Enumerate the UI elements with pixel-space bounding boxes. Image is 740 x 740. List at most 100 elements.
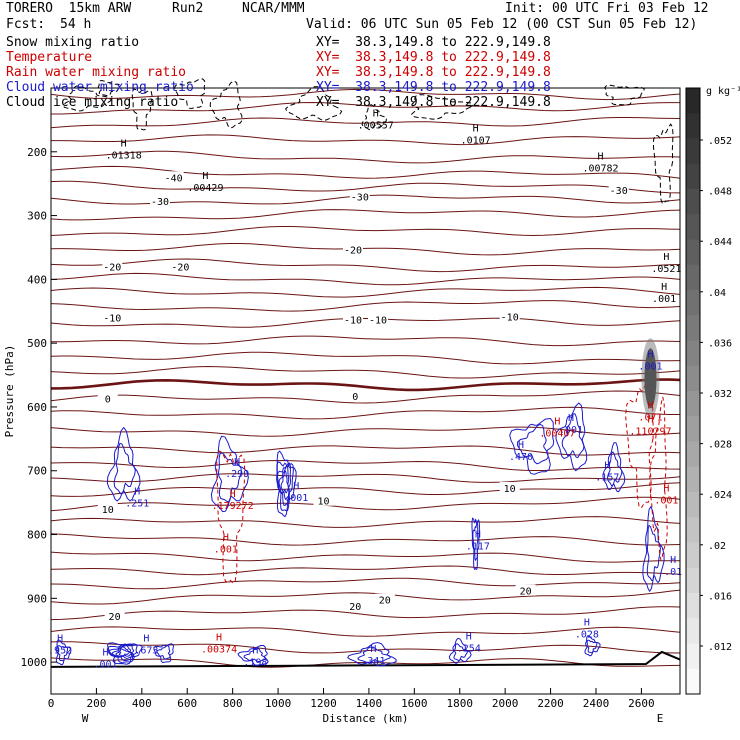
maximum-h-marker: H xyxy=(293,481,299,492)
colorbar-swatch xyxy=(686,113,700,139)
y-tick-label: 400 xyxy=(27,273,47,286)
maximum-h-marker: H xyxy=(473,124,479,135)
maximum-value-label: .0521 xyxy=(651,264,681,275)
isotherm-line xyxy=(50,606,681,621)
isotherm-line xyxy=(50,209,681,221)
maximum-value-label: .673 xyxy=(134,645,158,656)
y-tick-label: 1000 xyxy=(21,656,48,669)
isotherm-label: 0 xyxy=(352,392,358,403)
x-tick-label: 400 xyxy=(132,697,152,710)
isotherm-line xyxy=(50,459,681,471)
isotherm-line xyxy=(50,317,681,328)
colorbar-swatch xyxy=(686,593,700,619)
snow-contour xyxy=(209,80,243,129)
snow-contour xyxy=(173,78,206,110)
isotherm-label-bg xyxy=(102,260,123,272)
maximum-value-label: .952 xyxy=(48,645,72,656)
maximum-h-marker: H xyxy=(466,631,472,642)
cloud-water-contours xyxy=(55,402,665,667)
colorbar-tick-label: .02 xyxy=(708,541,726,552)
isotherm-line xyxy=(50,117,681,129)
maximum-value-label: .01318 xyxy=(106,150,142,161)
maximum-value-label: .341 xyxy=(361,656,385,667)
maximum-value-label: .157 xyxy=(595,472,619,483)
maximum-value-label: .00429 xyxy=(187,183,223,194)
maximum-h-marker: H xyxy=(554,416,560,427)
isotherm-line xyxy=(50,482,681,497)
x-tick-label: 1200 xyxy=(310,697,337,710)
cloud-contour xyxy=(106,426,141,502)
maximum-value-label: .00374 xyxy=(201,645,237,656)
cloud-contour xyxy=(217,452,242,503)
colorbar-swatch xyxy=(686,391,700,417)
cloud-contour xyxy=(243,647,267,663)
y-tick-label: 300 xyxy=(27,210,47,223)
cloud-contour xyxy=(153,643,175,664)
isotherm-label: 10 xyxy=(102,505,114,516)
isotherm-label: -30 xyxy=(351,192,369,203)
isotherm-label-bg xyxy=(163,171,184,183)
isotherm-line xyxy=(50,565,681,576)
rain-contours xyxy=(216,338,668,584)
run-label: Run2 xyxy=(172,1,204,16)
x-tick-label: 2200 xyxy=(537,697,564,710)
isotherm-label: -30 xyxy=(610,186,628,197)
field-name: Cloud ice mixing ratio xyxy=(6,95,179,110)
isotherm-line xyxy=(50,626,681,637)
isotherm-label-bg xyxy=(343,243,364,255)
isotherm-line xyxy=(50,657,681,668)
colorbar-swatch xyxy=(686,416,700,442)
cloud-contour xyxy=(642,505,665,593)
cloud-contour xyxy=(347,641,397,667)
colorbar-swatch xyxy=(686,492,700,518)
colorbar-swatch xyxy=(686,668,700,695)
isotherm-label-bg xyxy=(170,260,191,272)
field-name: Rain water mixing ratio xyxy=(6,65,187,80)
x-tick-label: 0 xyxy=(48,697,55,710)
colorbar-swatch xyxy=(686,365,700,392)
isotherm-label: 20 xyxy=(379,596,391,607)
isotherm-line xyxy=(50,88,681,101)
colorbar-swatch xyxy=(686,290,700,316)
maximum-value-label: .198 xyxy=(243,657,267,668)
temperature-isotherms xyxy=(50,88,681,668)
field-name: Cloud water mixing ratio xyxy=(6,80,194,95)
maximum-h-marker: H xyxy=(647,400,653,411)
colorbar: g kg⁻¹ .052 .048 .044 .04 .036 .032 .028 .024 .02… xyxy=(685,86,740,695)
isotherm-label: -20 xyxy=(171,263,189,274)
field-cross-section: XY= 38.3,149.8 to 222.9,149.8 xyxy=(316,35,551,50)
cloud-contour xyxy=(602,442,626,493)
cloud-contour xyxy=(57,645,69,662)
cloud-contour xyxy=(453,643,468,662)
contour-labels: -40 -30 -30 -30 -20 -20 -20 -10 -10 -10 -10 0 0 10 10 1… xyxy=(48,108,682,670)
isotherm-label-bg xyxy=(97,392,118,404)
cloud-contour xyxy=(276,461,294,512)
y-tick-label: 500 xyxy=(27,337,47,350)
maximum-value-label: .001 xyxy=(93,659,117,670)
maximum-h-marker: H xyxy=(518,440,524,451)
isotherm-label-bg xyxy=(97,503,118,515)
y-tick-label: 200 xyxy=(27,146,47,159)
isotherm-label-bg xyxy=(374,593,395,605)
maximum-value-label: .001 xyxy=(638,361,662,372)
isotherm-label: 20 xyxy=(520,587,532,598)
isotherm-label: 20 xyxy=(109,612,121,623)
maximum-value-label: .299 xyxy=(225,469,249,480)
maximum-value-label: .179272 xyxy=(212,501,254,512)
cloud-contour xyxy=(509,417,555,475)
maximum-value-label: .001 xyxy=(284,493,308,504)
isotherm-line xyxy=(50,577,681,590)
colorbar-swatch xyxy=(686,189,700,215)
cloud-contour xyxy=(472,522,479,562)
maximum-h-marker: H xyxy=(661,282,667,293)
cloud-contour xyxy=(118,648,130,657)
isotherm-line xyxy=(50,150,681,164)
y-tick-label: 700 xyxy=(27,465,47,478)
colorbar-units: g kg⁻¹ xyxy=(706,86,740,97)
cloud-contour xyxy=(278,464,290,501)
isotherm-label-bg xyxy=(343,313,364,325)
maximum-h-marker: H xyxy=(663,252,669,263)
cloud-contour xyxy=(646,524,661,581)
maximum-h-marker: H xyxy=(604,460,610,471)
